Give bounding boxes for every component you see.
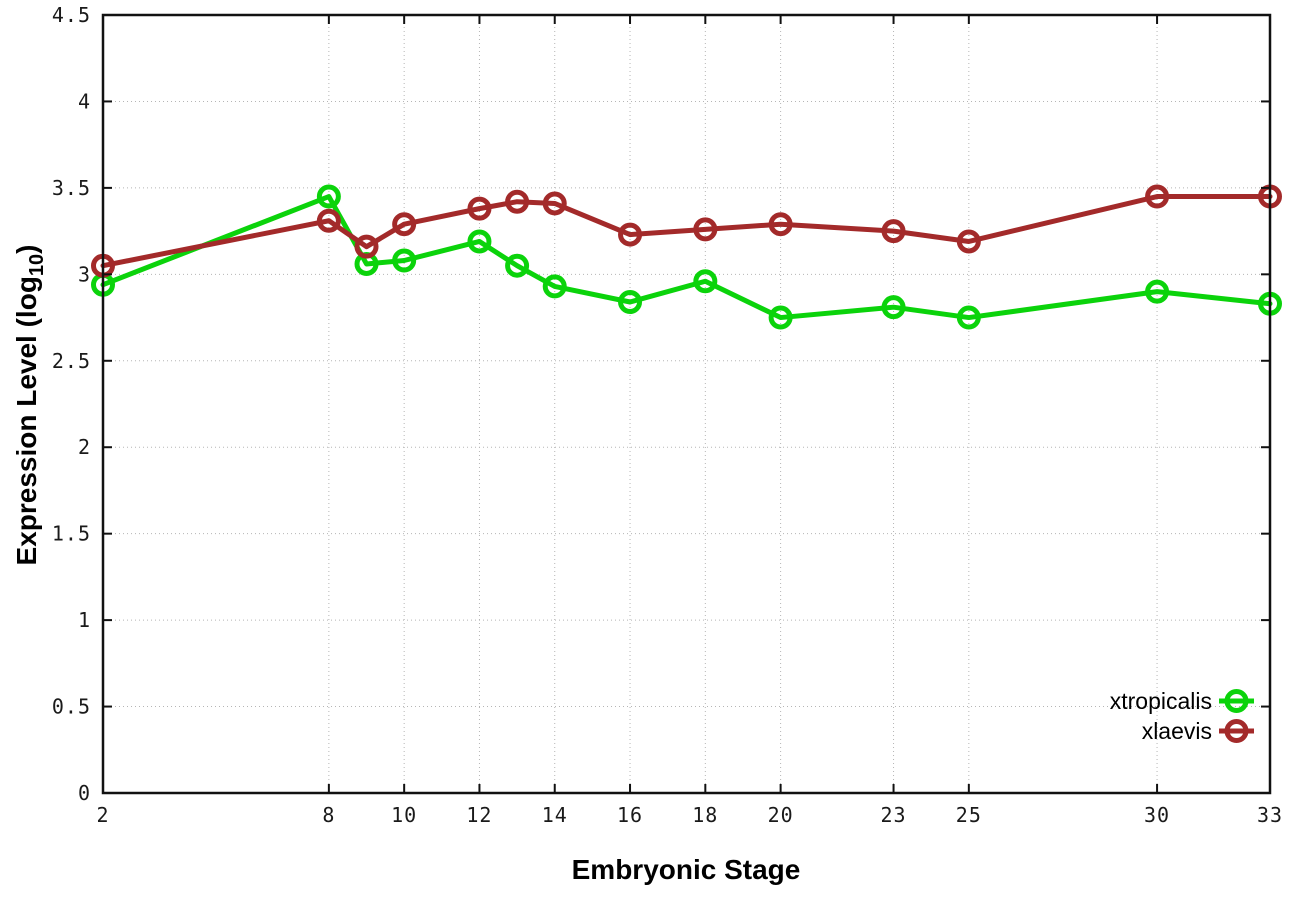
data-point-xlaevis-stage-14 <box>542 191 567 216</box>
data-point-xlaevis-stage-18 <box>693 217 718 242</box>
x-tick-label-33: 33 <box>1257 803 1283 827</box>
data-point-xlaevis-stage-8 <box>316 208 341 233</box>
data-point-xlaevis-stage-13 <box>505 189 530 214</box>
y-tick-label-3.5: 3.5 <box>52 176 91 200</box>
y-tick-label-4: 4 <box>78 89 91 113</box>
data-point-xtropicalis-stage-23 <box>881 295 906 320</box>
data-point-xlaevis-stage-12 <box>467 196 492 221</box>
data-point-xlaevis-stage-20 <box>768 212 793 237</box>
legend-marker-xlaevis <box>1224 719 1249 743</box>
legend: xtropicalis xlaevis <box>1110 688 1254 744</box>
y-tick-label-1: 1 <box>78 608 91 632</box>
x-tick-label-20: 20 <box>768 803 794 827</box>
y-tick-label-2.5: 2.5 <box>52 349 91 373</box>
x-axis-label: Embryonic Stage <box>572 854 801 885</box>
x-tick-label-14: 14 <box>542 803 568 827</box>
legend-entry-xlaevis: xlaevis <box>1142 718 1254 744</box>
data-point-xlaevis-stage-9 <box>354 234 379 259</box>
y-tick-label-3: 3 <box>78 262 91 286</box>
y-tick-labels: 0 0.5 1 1.5 2 2.5 3 3.5 4 4.5 <box>52 3 91 805</box>
legend-marker-xtropicalis <box>1224 689 1249 713</box>
x-tick-label-8: 8 <box>322 803 335 827</box>
series-xlaevis <box>91 184 1282 278</box>
x-tick-label-25: 25 <box>956 803 982 827</box>
y-tick-label-2: 2 <box>78 435 91 459</box>
data-point-xlaevis-stage-10 <box>392 212 417 237</box>
data-point-xlaevis-stage-23 <box>881 219 906 244</box>
data-point-xtropicalis-stage-18 <box>693 269 718 294</box>
data-point-xlaevis-stage-16 <box>618 222 643 247</box>
data-point-xtropicalis-stage-12 <box>467 229 492 254</box>
y-tick-label-0: 0 <box>78 781 91 805</box>
x-tick-labels: 2 8 10 12 14 16 18 20 23 25 30 33 <box>96 803 1283 827</box>
x-tick-label-12: 12 <box>466 803 492 827</box>
data-point-xtropicalis-stage-10 <box>392 248 417 273</box>
data-point-xtropicalis-stage-14 <box>542 274 567 299</box>
gridlines <box>103 15 1270 793</box>
axis-ticks <box>102 14 1271 794</box>
data-point-xlaevis-stage-30 <box>1145 184 1170 209</box>
legend-label-xtropicalis: xtropicalis <box>1110 688 1212 714</box>
data-point-xtropicalis-stage-25 <box>956 305 981 330</box>
x-tick-label-10: 10 <box>391 803 417 827</box>
data-point-xtropicalis-stage-8 <box>316 184 341 209</box>
x-tick-label-23: 23 <box>881 803 907 827</box>
data-point-xtropicalis-stage-13 <box>505 253 530 278</box>
data-point-xtropicalis-stage-30 <box>1145 279 1170 304</box>
legend-entry-xtropicalis: xtropicalis <box>1110 688 1254 714</box>
legend-label-xlaevis: xlaevis <box>1142 718 1212 744</box>
y-tick-label-4.5: 4.5 <box>52 3 91 27</box>
data-point-xtropicalis-stage-16 <box>618 289 643 314</box>
data-point-xtropicalis-stage-20 <box>768 305 793 330</box>
series-line-xlaevis <box>100 194 1273 269</box>
data-series <box>91 184 1282 330</box>
series-line-xtropicalis <box>100 194 1273 321</box>
x-tick-label-16: 16 <box>617 803 643 827</box>
y-tick-label-1.5: 1.5 <box>52 522 91 546</box>
x-tick-label-30: 30 <box>1144 803 1170 827</box>
data-point-xlaevis-stage-25 <box>956 229 981 254</box>
y-tick-label-0.5: 0.5 <box>52 695 91 719</box>
plot-border <box>101 13 1272 795</box>
x-tick-label-2: 2 <box>96 803 109 827</box>
x-tick-label-18: 18 <box>692 803 718 827</box>
y-axis-label: Expression Level (log10) <box>11 245 48 566</box>
